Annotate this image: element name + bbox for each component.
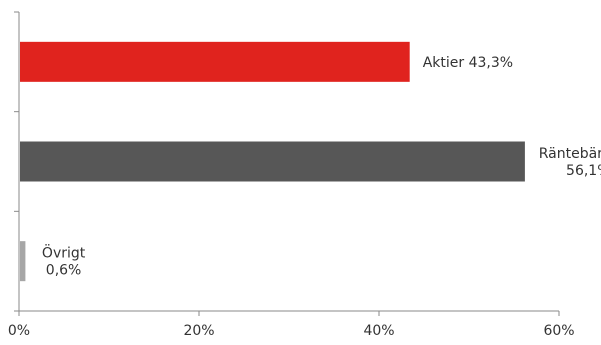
data-label-line: 56,1%: [566, 163, 601, 179]
x-tick-label: 60%: [543, 323, 574, 339]
x-tick-label: 0%: [8, 323, 30, 339]
axes: 0% 20% 40% 60%: [8, 11, 575, 339]
bar-aktier: [20, 41, 410, 82]
x-tick-label: 20%: [183, 323, 214, 339]
data-label-line: 0,6%: [46, 263, 82, 279]
bar-övrigt: [20, 241, 26, 282]
data-label-line: Övrigt: [42, 244, 86, 262]
data-label: Räntebärande56,1%: [539, 146, 601, 179]
data-label-line: Räntebärande: [539, 146, 601, 162]
bars: [20, 41, 525, 282]
x-tick-label: 40%: [363, 323, 394, 339]
data-label: Aktier 43,3%: [423, 55, 513, 71]
data-label: Övrigt 0,6%: [42, 244, 86, 279]
bar-räntebärande: [20, 141, 525, 182]
